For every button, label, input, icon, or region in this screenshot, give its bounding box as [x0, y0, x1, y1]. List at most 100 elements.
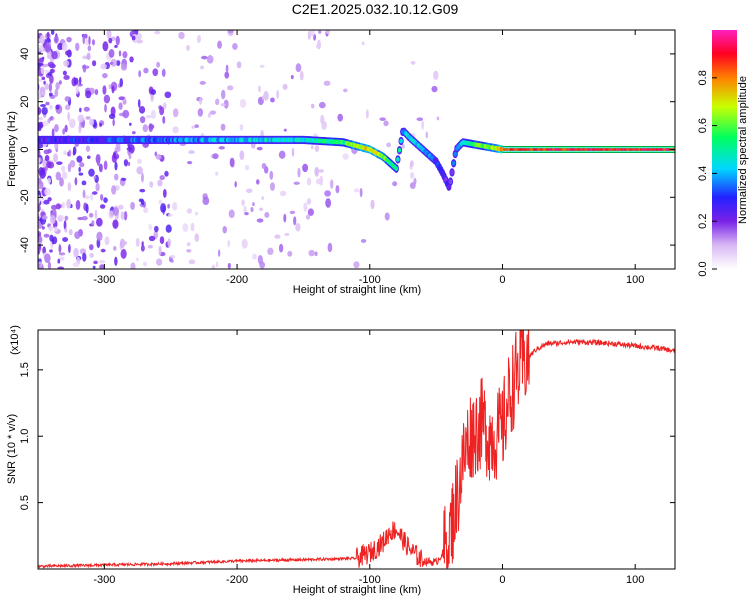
noise-blob	[48, 92, 53, 97]
noise-blob	[44, 154, 50, 162]
noise-blob	[103, 94, 111, 104]
noise-blob	[131, 35, 136, 41]
noise-blob	[53, 226, 58, 232]
noise-blob	[305, 214, 311, 220]
y-tick-label: 1.5	[19, 362, 31, 377]
noise-blob	[103, 160, 108, 171]
x-tick-label: -300	[93, 574, 115, 586]
noise-blob	[69, 160, 76, 168]
noise-blob	[38, 106, 42, 116]
noise-blob	[206, 55, 214, 64]
noise-blob	[157, 179, 163, 187]
noise-blob	[149, 181, 154, 188]
noise-blob	[86, 155, 91, 159]
noise-blob	[114, 161, 118, 171]
noise-blob	[279, 190, 287, 197]
noise-blob	[421, 120, 425, 130]
noise-blob	[82, 34, 86, 45]
noise-blob	[94, 209, 98, 220]
noise-blob	[172, 108, 179, 118]
noise-blob	[161, 68, 166, 77]
noise-blob	[53, 54, 57, 58]
noise-blob	[100, 194, 104, 201]
noise-blob	[310, 103, 315, 109]
noise-blob	[287, 250, 293, 257]
noise-blob	[57, 216, 62, 222]
noise-blob	[410, 60, 416, 65]
noise-blob	[61, 171, 68, 180]
noise-blob	[82, 189, 86, 199]
noise-blob	[392, 181, 398, 187]
colorbar-tick-label: 0.6	[697, 118, 709, 133]
noise-blob	[383, 120, 389, 127]
noise-blob	[73, 77, 79, 86]
noise-blob	[215, 261, 219, 268]
noise-blob	[120, 240, 128, 246]
noise-blob	[155, 258, 163, 266]
noise-blob	[361, 41, 365, 46]
snr-frame	[37, 329, 676, 570]
noise-blob	[167, 213, 173, 217]
noise-blob	[259, 64, 265, 68]
noise-blob	[108, 210, 115, 219]
noise-blob	[218, 146, 225, 150]
noise-blob	[327, 242, 333, 253]
noise-blob	[98, 163, 103, 173]
noise-blob	[145, 114, 153, 119]
noise-blob	[142, 261, 148, 267]
noise-blob	[74, 231, 81, 240]
noise-blob	[75, 199, 81, 210]
noise-blob	[60, 165, 66, 172]
noise-blob	[261, 196, 264, 201]
noise-blob	[227, 30, 234, 34]
noise-blob	[282, 83, 288, 90]
noise-blob	[41, 226, 45, 230]
noise-blob	[150, 94, 154, 102]
noise-blob	[170, 259, 174, 263]
noise-blob	[141, 172, 144, 183]
noise-blob	[96, 157, 100, 167]
noise-blob	[82, 252, 87, 262]
noise-blob	[252, 253, 257, 260]
noise-blob	[62, 128, 66, 135]
noise-blob	[85, 116, 91, 120]
spectrogram-x-label: Height of straight line (km)	[293, 284, 421, 296]
noise-blob	[108, 84, 112, 90]
noise-blob	[186, 248, 192, 253]
noise-blob	[239, 124, 244, 131]
noise-blob	[41, 76, 46, 81]
noise-blob	[220, 103, 226, 107]
noise-blob	[66, 36, 72, 43]
noise-blob	[187, 161, 193, 165]
noise-blob	[77, 114, 85, 123]
noise-blob	[63, 150, 68, 156]
noise-blob	[165, 224, 172, 233]
noise-blob	[201, 55, 208, 60]
y-tick-label: -20	[19, 189, 31, 205]
noise-blob	[121, 177, 127, 181]
noise-blob	[142, 124, 149, 133]
noise-blob	[234, 181, 237, 188]
noise-blob	[138, 70, 142, 78]
noise-blob	[267, 247, 274, 256]
x-tick-label: -200	[226, 274, 248, 286]
noise-blob	[91, 220, 95, 226]
noise-blob	[151, 109, 156, 119]
noise-blob	[55, 171, 61, 181]
noise-blob	[54, 88, 59, 97]
noise-blob	[38, 184, 43, 190]
noise-blob	[38, 204, 41, 213]
noise-blob	[88, 212, 94, 218]
noise-blob	[64, 96, 71, 102]
noise-blob	[425, 131, 429, 139]
colorbar: 0.0 0.2 0.4 0.6 0.8 Normalized spectral ampl…	[697, 30, 749, 277]
noise-blob	[291, 147, 295, 157]
ridge-point	[445, 180, 450, 186]
noise-blob	[220, 89, 226, 100]
noise-blob	[57, 42, 63, 51]
noise-blob	[243, 205, 247, 215]
noise-blob	[120, 211, 125, 220]
noise-blob	[43, 80, 46, 85]
noise-blob	[139, 116, 146, 124]
noise-blob	[197, 108, 204, 117]
